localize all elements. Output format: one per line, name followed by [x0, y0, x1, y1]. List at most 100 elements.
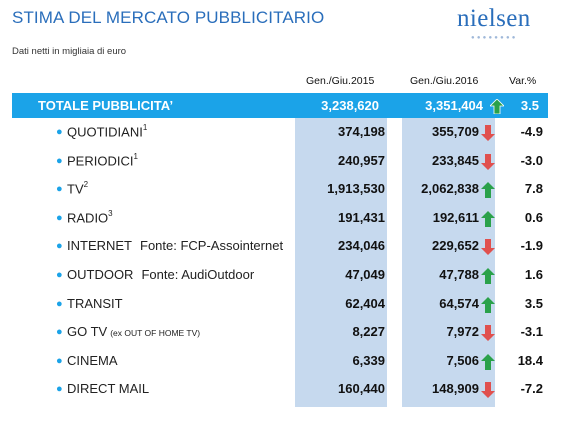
- media-label: INTERNET Fonte: FCP-Assointernet: [67, 238, 283, 253]
- value-2015: 8,227: [352, 324, 385, 340]
- footnote-marker: 1: [142, 123, 148, 132]
- bullet-icon: ●: [56, 211, 63, 224]
- media-name: DIRECT MAIL: [67, 381, 150, 397]
- bullet-icon: ●: [56, 297, 63, 310]
- column-2016-shade: [402, 118, 495, 407]
- table-row: ● RADIO3 191,431 192,611 0.6: [0, 206, 564, 234]
- value-2015: 62,404: [345, 295, 385, 311]
- value-2015: 374,198: [338, 124, 385, 139]
- value-2016: 64,574: [439, 295, 479, 311]
- value-2016: 47,788: [439, 267, 479, 282]
- table-row: ● QUOTIDIANI1 374,198 355,709 -4.9: [0, 120, 564, 148]
- media-label: TV2: [67, 180, 89, 197]
- bullet-icon: ●: [56, 354, 63, 367]
- column-2015-shade: [295, 118, 387, 407]
- down-arrow-icon: [481, 125, 495, 141]
- total-value-2016: 3,351,404: [425, 98, 483, 113]
- total-variation: 3.5: [520, 98, 539, 113]
- column-header-2015: Gen./Giu.2015: [306, 75, 375, 87]
- up-arrow-icon: [481, 296, 495, 313]
- up-arrow-icon: [481, 182, 495, 199]
- variation-value: 7.8: [524, 181, 543, 197]
- total-label: TOTALE PUBBLICITA’: [38, 98, 174, 113]
- variation-value: -7.2: [520, 381, 543, 397]
- table-row: ● DIRECT MAIL 160,440 148,909 -7.2: [0, 377, 564, 405]
- media-name: QUOTIDIANI: [67, 124, 143, 140]
- up-arrow-icon: [481, 268, 495, 284]
- bullet-icon: ●: [56, 154, 63, 167]
- media-name: CINEMA: [67, 352, 118, 368]
- media-name: TRANSIT: [67, 295, 123, 311]
- table-row: ● PERIODICI1 240,957 233,845 -3.0: [0, 149, 564, 177]
- media-label: GO TV (ex OUT OF HOME TV): [67, 324, 200, 339]
- table-row: ● GO TV (ex OUT OF HOME TV) 8,227 7,972 -3.1: [0, 320, 564, 348]
- source-note: Fonte: AudiOutdoor: [141, 267, 255, 282]
- column-header-2016: Gen./Giu.2016: [410, 75, 479, 87]
- bullet-icon: ●: [56, 383, 63, 396]
- value-2016: 2,062,838: [421, 181, 479, 197]
- variation-value: 1.6: [524, 267, 543, 282]
- media-name: OUTDOOR: [67, 267, 134, 282]
- down-arrow-icon: [481, 382, 495, 399]
- media-label: TRANSIT: [67, 296, 123, 311]
- bullet-icon: ●: [56, 126, 63, 138]
- variation-value: -3.1: [520, 324, 543, 340]
- variation-value: 0.6: [524, 209, 543, 225]
- media-label: CINEMA: [67, 353, 118, 368]
- bullet-icon: ●: [56, 240, 63, 253]
- page-title: STIMA DEL MERCATO PUBBLICITARIO: [12, 8, 325, 27]
- up-arrow-icon: [481, 210, 495, 227]
- value-2015: 234,046: [338, 238, 385, 254]
- table-row: ● INTERNET Fonte: FCP-Assointernet 234,046 2…: [0, 234, 564, 262]
- media-note: (ex OUT OF HOME TV): [110, 328, 201, 339]
- value-2015: 6,339: [352, 352, 385, 368]
- variation-value: -4.9: [520, 124, 543, 139]
- bullet-icon: ●: [56, 269, 63, 281]
- media-label: PERIODICI1: [67, 151, 138, 168]
- media-label: OUTDOOR Fonte: AudiOutdoor: [67, 267, 254, 282]
- value-2016: 7,972: [446, 324, 479, 340]
- logo-text: nielsen: [457, 5, 531, 32]
- value-2015: 1,913,530: [327, 181, 385, 197]
- footnote-marker: 1: [133, 151, 138, 161]
- variation-value: 18.4: [517, 352, 543, 368]
- value-2015: 47,049: [345, 267, 385, 282]
- down-arrow-icon: [481, 239, 495, 256]
- total-value-2015: 3,238,620: [321, 98, 379, 113]
- table-row: ● TRANSIT 62,404 64,574 3.5: [0, 292, 564, 320]
- up-arrow-icon: [481, 353, 495, 370]
- footnote-marker: 3: [108, 208, 113, 218]
- down-arrow-icon: [481, 325, 495, 342]
- nielsen-logo: nielsen ●●●●●●●●: [455, 5, 555, 41]
- value-2016: 7,506: [446, 352, 479, 368]
- source-note: Fonte: FCP-Assointernet: [140, 238, 284, 254]
- media-label: DIRECT MAIL: [67, 381, 149, 396]
- value-2015: 191,431: [338, 209, 385, 225]
- media-label: QUOTIDIANI1: [67, 123, 148, 140]
- logo-dots: ●●●●●●●●: [471, 35, 518, 41]
- table-row: ● OUTDOOR Fonte: AudiOutdoor 47,049 47,788 1.…: [0, 263, 564, 291]
- variation-value: -3.0: [520, 152, 543, 168]
- page-subtitle: Dati netti in migliaia di euro: [12, 46, 127, 57]
- value-2016: 233,845: [432, 152, 479, 168]
- media-name: PERIODICI: [67, 152, 134, 168]
- media-name: RADIO: [67, 210, 109, 226]
- bullet-icon: ●: [56, 326, 63, 339]
- table-row: ● CINEMA 6,339 7,506 18.4: [0, 349, 564, 377]
- up-arrow-icon: [490, 99, 504, 114]
- value-2015: 160,440: [338, 381, 385, 397]
- down-arrow-icon: [481, 153, 495, 170]
- table-row: ● TV2 1,913,530 2,062,838 7.8: [0, 177, 564, 205]
- bullet-icon: ●: [56, 183, 63, 196]
- value-2016: 148,909: [432, 381, 479, 397]
- total-row: TOTALE PUBBLICITA’ 3,238,620 3,351,404 3…: [12, 93, 548, 118]
- media-name: INTERNET: [67, 238, 132, 254]
- value-2016: 192,611: [432, 209, 479, 225]
- media-name: TV: [67, 181, 84, 197]
- footnote-marker: 2: [83, 180, 89, 190]
- variation-value: 3.5: [524, 295, 543, 311]
- variation-value: -1.9: [520, 238, 543, 254]
- value-2016: 355,709: [432, 124, 479, 139]
- column-header-var: Var.%: [509, 75, 537, 87]
- media-label: RADIO3: [67, 208, 113, 226]
